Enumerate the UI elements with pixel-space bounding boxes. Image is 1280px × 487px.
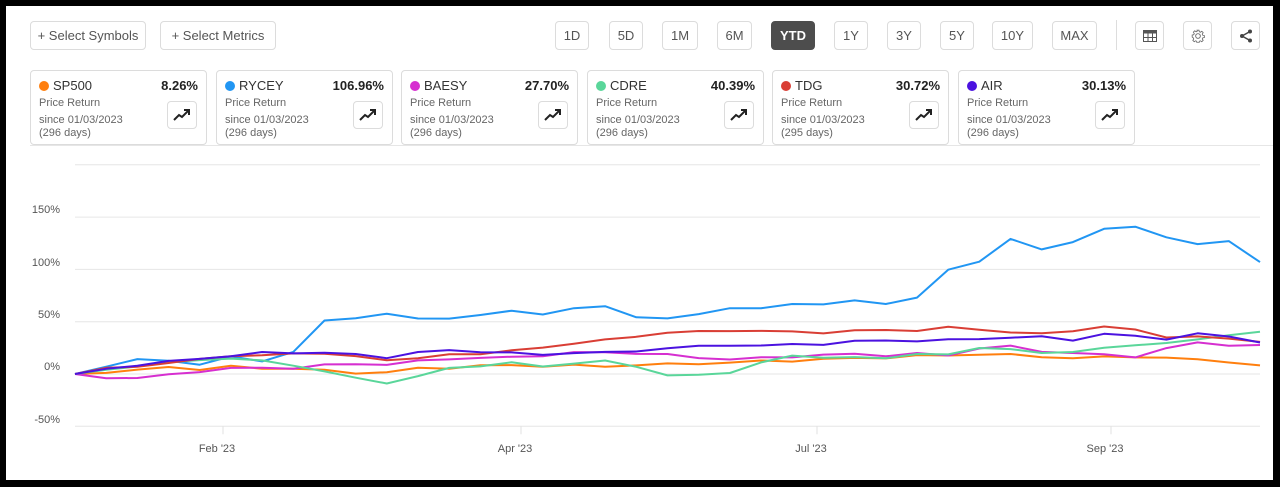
range-ytd-button[interactable]: YTD [771,21,815,50]
card-return-value: 27.70% [524,78,569,93]
card-return-value: 30.13% [1081,78,1126,93]
series-color-dot [781,81,791,91]
symbol-card-baesy[interactable]: BAESY 27.70% Price Return since 01/03/20… [401,70,578,145]
range-3y-button[interactable]: 3Y [887,21,921,50]
card-symbol: SP500 [53,78,93,93]
trend-chart-button[interactable] [167,101,197,129]
card-symbol: CDRE [610,78,647,93]
range-6m-button[interactable]: 6M [717,21,752,50]
x-axis-label: Apr '23 [497,443,533,455]
card-metric-label: Price Return [39,97,101,109]
trending-up-icon [915,109,932,121]
trend-chart-button[interactable] [538,101,568,129]
symbol-card-rycey[interactable]: RYCEY 106.96% Price Return since 01/03/2… [216,70,393,145]
symbol-card-sp500[interactable]: SP500 8.26% Price Return since 01/03/202… [30,70,207,145]
line-chart[interactable] [6,6,1273,480]
card-since: since 01/03/2023 (296 days) [225,114,309,139]
series-line-tdg[interactable] [74,325,1261,375]
y-axis-label: 0% [44,361,60,373]
trend-chart-button[interactable] [909,101,939,129]
card-metric-label: Price Return [967,97,1029,109]
series-line-air[interactable] [74,332,1261,375]
select-metrics-button[interactable]: + Select Metrics [160,21,276,50]
series-line-cdre[interactable] [74,330,1261,385]
section-divider [30,145,1273,146]
card-return-value: 106.96% [332,78,384,93]
card-symbol: BAESY [424,78,468,93]
range-1m-button[interactable]: 1M [662,21,698,50]
range-1d-button[interactable]: 1D [555,21,589,50]
settings-button[interactable] [1183,21,1212,50]
trending-up-icon [1101,109,1118,121]
series-line-sp500[interactable] [74,353,1261,375]
trend-chart-button[interactable] [1095,101,1125,129]
symbol-card-tdg[interactable]: TDG 30.72% Price Return since 01/03/2023… [772,70,949,145]
card-return-value: 8.26% [161,78,198,93]
series-color-dot [410,81,420,91]
share-icon [1239,29,1252,42]
symbol-card-air[interactable]: AIR 30.13% Price Return since 01/03/2023… [958,70,1135,145]
card-since: since 01/03/2023 (296 days) [39,114,123,139]
card-metric-label: Price Return [410,97,472,109]
y-axis-label: 50% [37,309,60,321]
range-max-button[interactable]: MAX [1052,21,1097,50]
series-color-dot [967,81,977,91]
card-metric-label: Price Return [225,97,287,109]
series-color-dot [225,81,235,91]
range-5d-button[interactable]: 5D [609,21,643,50]
series-color-dot [596,81,606,91]
trending-up-icon [359,109,376,121]
toolbar-separator [1116,20,1117,50]
card-symbol: RYCEY [239,78,284,93]
card-since: since 01/03/2023 (296 days) [596,114,680,139]
chart-panel: + Select Symbols + Select Metrics 1D 5D … [6,6,1273,480]
select-symbols-button[interactable]: + Select Symbols [30,21,146,50]
series-line-rycey[interactable] [74,225,1261,375]
range-10y-button[interactable]: 10Y [992,21,1033,50]
series-color-dot [39,81,49,91]
trending-up-icon [730,109,747,121]
card-since: since 01/03/2023 (295 days) [781,114,865,139]
trending-up-icon [173,109,190,121]
card-return-value: 30.72% [895,78,940,93]
y-axis-label: 100% [31,257,60,269]
card-metric-label: Price Return [596,97,658,109]
card-since: since 01/03/2023 (296 days) [410,114,494,139]
table-view-button[interactable] [1135,21,1164,50]
x-axis-label: Sep '23 [1086,443,1124,455]
gear-icon [1191,29,1205,43]
trend-chart-button[interactable] [353,101,383,129]
y-axis-label: 150% [31,204,60,216]
x-axis-label: Feb '23 [198,443,236,455]
symbol-card-cdre[interactable]: CDRE 40.39% Price Return since 01/03/202… [587,70,764,145]
range-5y-button[interactable]: 5Y [940,21,974,50]
x-axis-label: Jul '23 [795,443,827,455]
range-1y-button[interactable]: 1Y [834,21,868,50]
trend-chart-button[interactable] [724,101,754,129]
card-since: since 01/03/2023 (296 days) [967,114,1051,139]
share-button[interactable] [1231,21,1260,50]
card-symbol: TDG [795,78,823,93]
trending-up-icon [544,109,561,121]
card-return-value: 40.39% [710,78,755,93]
table-icon [1142,29,1157,42]
card-symbol: AIR [981,78,1003,93]
y-axis-label: -50% [34,414,60,426]
card-metric-label: Price Return [781,97,843,109]
